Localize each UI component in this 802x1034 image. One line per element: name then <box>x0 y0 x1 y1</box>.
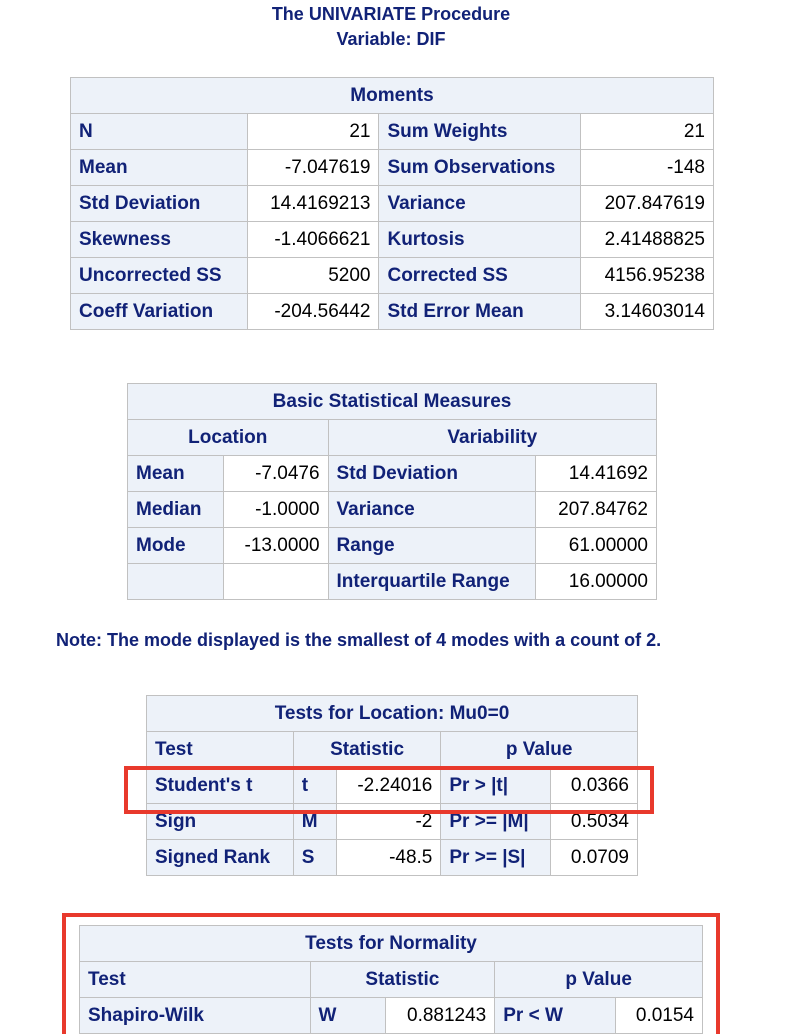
row-label: Variance <box>378 185 582 222</box>
col-statistic-header: Statistic <box>292 731 442 768</box>
table-row: Mean -7.047619 Sum Observations -148 <box>70 149 714 186</box>
procedure-title: The UNIVARIATE Procedure <box>271 4 511 24</box>
table-row: Student's t t -2.24016 Pr > |t| 0.0366 <box>146 767 638 804</box>
row-value: -13.0000 <box>222 527 329 564</box>
row-value: 16.00000 <box>535 563 657 600</box>
row-label: Mode <box>127 527 224 564</box>
mode-note: Note: The mode displayed is the smallest… <box>56 630 662 650</box>
pvalue: 0.0366 <box>550 767 638 804</box>
normality-tests-table: Tests for Normality Test Statistic p Val… <box>79 925 703 1034</box>
row-label: Kurtosis <box>378 221 582 258</box>
col-pvalue-header: p Value <box>440 731 638 768</box>
table-row: Coeff Variation -204.56442 Std Error Mea… <box>70 293 714 330</box>
row-label: Corrected SS <box>378 257 582 294</box>
moments-table: Moments N 21 Sum Weights 21 Mean -7.0476… <box>70 77 714 330</box>
table-row: Interquartile Range 16.00000 <box>127 563 657 600</box>
location-tests-table: Tests for Location: Mu0=0 Test Statistic… <box>146 695 638 876</box>
normality-tests-title: Tests for Normality <box>79 925 703 962</box>
test-statistic: -2 <box>335 803 442 840</box>
col-pvalue-header: p Value <box>494 961 703 998</box>
moments-title: Moments <box>70 77 714 114</box>
test-statistic: 0.881243 <box>385 997 496 1034</box>
row-label: Variance <box>327 491 537 528</box>
row-value: 61.00000 <box>535 527 657 564</box>
row-value: 207.847619 <box>580 185 714 222</box>
variable-title: Variable: DIF <box>336 29 446 49</box>
row-label: Mean <box>70 149 248 186</box>
row-label: N <box>70 113 248 150</box>
table-row: Signed Rank S -48.5 Pr >= |S| 0.0709 <box>146 839 638 876</box>
row-value: 14.4169213 <box>246 185 380 222</box>
row-label: Skewness <box>70 221 248 258</box>
pvalue: 0.5034 <box>550 803 638 840</box>
test-statistic: -2.24016 <box>335 767 442 804</box>
test-name: Shapiro-Wilk <box>79 997 311 1034</box>
test-symbol: S <box>292 839 337 876</box>
row-value: -7.047619 <box>246 149 380 186</box>
row-value: 207.84762 <box>535 491 657 528</box>
test-name: Sign <box>146 803 294 840</box>
row-value <box>222 563 329 600</box>
row-value: -204.56442 <box>246 293 380 330</box>
pvalue-label: Pr >= |M| <box>440 803 552 840</box>
col-test-header: Test <box>146 731 294 768</box>
table-row: Std Deviation 14.4169213 Variance 207.84… <box>70 185 714 222</box>
table-row: Mode -13.0000 Range 61.00000 <box>127 527 657 564</box>
row-value: -1.4066621 <box>246 221 380 258</box>
row-label: Std Deviation <box>327 455 537 492</box>
row-value: -7.0476 <box>222 455 329 492</box>
row-label: Sum Weights <box>378 113 582 150</box>
row-value: 4156.95238 <box>580 257 714 294</box>
row-value: 5200 <box>246 257 380 294</box>
location-header: Location <box>127 419 329 456</box>
table-row: Median -1.0000 Variance 207.84762 <box>127 491 657 528</box>
row-label: Mean <box>127 455 224 492</box>
row-value: -148 <box>580 149 714 186</box>
table-row: Shapiro-Wilk W 0.881243 Pr < W 0.0154 <box>79 997 703 1034</box>
pvalue-label: Pr > |t| <box>440 767 552 804</box>
table-row: Sign M -2 Pr >= |M| 0.5034 <box>146 803 638 840</box>
row-label <box>127 563 224 600</box>
pvalue-label: Pr >= |S| <box>440 839 552 876</box>
row-label: Median <box>127 491 224 528</box>
row-label: Std Deviation <box>70 185 248 222</box>
table-row: Uncorrected SS 5200 Corrected SS 4156.95… <box>70 257 714 294</box>
test-symbol: t <box>292 767 337 804</box>
row-value: 14.41692 <box>535 455 657 492</box>
test-symbol: M <box>292 803 337 840</box>
row-label: Sum Observations <box>378 149 582 186</box>
row-value: 21 <box>246 113 380 150</box>
variability-header: Variability <box>327 419 658 456</box>
pvalue-label: Pr < W <box>494 997 617 1034</box>
row-label: Interquartile Range <box>327 563 537 600</box>
table-row: Skewness -1.4066621 Kurtosis 2.41488825 <box>70 221 714 258</box>
row-value: 2.41488825 <box>580 221 714 258</box>
table-row: N 21 Sum Weights 21 <box>70 113 714 150</box>
row-label: Std Error Mean <box>378 293 582 330</box>
pvalue: 0.0709 <box>550 839 638 876</box>
row-value: 21 <box>580 113 714 150</box>
col-test-header: Test <box>79 961 311 998</box>
row-label: Uncorrected SS <box>70 257 248 294</box>
pvalue: 0.0154 <box>615 997 703 1034</box>
row-label: Coeff Variation <box>70 293 248 330</box>
test-symbol: W <box>309 997 387 1034</box>
col-statistic-header: Statistic <box>309 961 496 998</box>
basic-measures-title: Basic Statistical Measures <box>127 383 657 420</box>
test-statistic: -48.5 <box>335 839 442 876</box>
basic-measures-table: Basic Statistical Measures Location Vari… <box>127 383 658 600</box>
row-value: -1.0000 <box>222 491 329 528</box>
test-name: Signed Rank <box>146 839 294 876</box>
location-tests-title: Tests for Location: Mu0=0 <box>146 695 638 732</box>
table-row: Mean -7.0476 Std Deviation 14.41692 <box>127 455 657 492</box>
normality-clip: Tests for Normality Test Statistic p Val… <box>60 912 720 1034</box>
test-name: Student's t <box>146 767 294 804</box>
row-label: Range <box>327 527 537 564</box>
row-value: 3.14603014 <box>580 293 714 330</box>
